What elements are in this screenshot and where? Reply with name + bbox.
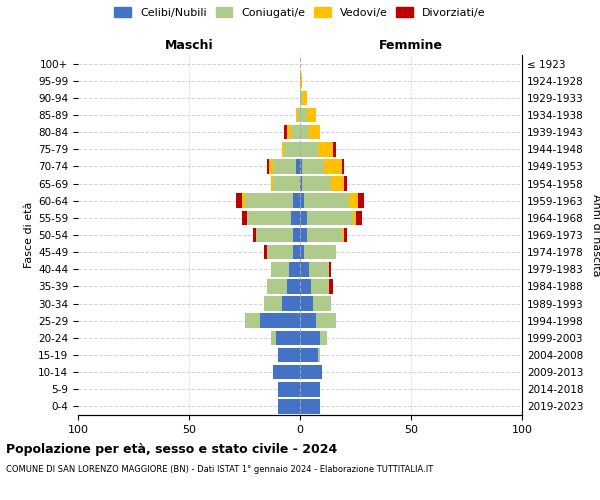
- Bar: [300, 125, 309, 140]
- Bar: [342, 159, 344, 174]
- Bar: [287, 279, 300, 293]
- Y-axis label: Anni di nascita: Anni di nascita: [590, 194, 600, 276]
- Bar: [344, 228, 347, 242]
- Bar: [313, 296, 331, 311]
- Bar: [242, 210, 247, 225]
- Bar: [302, 159, 325, 174]
- Bar: [265, 245, 267, 260]
- Bar: [309, 125, 320, 140]
- Bar: [247, 210, 291, 225]
- Bar: [316, 314, 335, 328]
- Bar: [300, 142, 318, 156]
- Bar: [242, 194, 245, 208]
- Bar: [329, 279, 334, 293]
- Bar: [300, 399, 320, 413]
- Y-axis label: Fasce di età: Fasce di età: [24, 202, 34, 268]
- Bar: [274, 159, 296, 174]
- Bar: [307, 228, 342, 242]
- Bar: [271, 262, 289, 276]
- Bar: [356, 210, 362, 225]
- Bar: [296, 108, 298, 122]
- Bar: [271, 330, 275, 345]
- Bar: [304, 194, 349, 208]
- Bar: [293, 245, 300, 260]
- Bar: [300, 365, 322, 380]
- Bar: [284, 125, 287, 140]
- Bar: [278, 348, 300, 362]
- Bar: [282, 142, 284, 156]
- Bar: [298, 108, 300, 122]
- Bar: [334, 142, 335, 156]
- Bar: [309, 262, 329, 276]
- Bar: [300, 382, 320, 396]
- Bar: [269, 159, 274, 174]
- Bar: [318, 348, 320, 362]
- Bar: [300, 228, 307, 242]
- Bar: [300, 245, 304, 260]
- Bar: [256, 228, 293, 242]
- Bar: [331, 176, 344, 191]
- Bar: [265, 296, 282, 311]
- Bar: [342, 228, 344, 242]
- Bar: [300, 90, 302, 105]
- Bar: [253, 228, 256, 242]
- Bar: [236, 194, 242, 208]
- Bar: [329, 262, 331, 276]
- Bar: [260, 314, 300, 328]
- Bar: [302, 176, 331, 191]
- Bar: [245, 314, 260, 328]
- Bar: [291, 125, 300, 140]
- Bar: [300, 314, 316, 328]
- Bar: [282, 296, 300, 311]
- Bar: [293, 228, 300, 242]
- Bar: [300, 348, 318, 362]
- Bar: [271, 176, 274, 191]
- Bar: [274, 365, 300, 380]
- Bar: [300, 74, 302, 88]
- Bar: [267, 159, 269, 174]
- Bar: [293, 194, 300, 208]
- Bar: [275, 330, 300, 345]
- Bar: [245, 194, 293, 208]
- Bar: [300, 262, 309, 276]
- Bar: [300, 108, 307, 122]
- Bar: [267, 245, 293, 260]
- Text: COMUNE DI SAN LORENZO MAGGIORE (BN) - Dati ISTAT 1° gennaio 2024 - Elaborazione : COMUNE DI SAN LORENZO MAGGIORE (BN) - Da…: [6, 465, 433, 474]
- Bar: [307, 108, 316, 122]
- Bar: [304, 245, 335, 260]
- Bar: [300, 194, 304, 208]
- Bar: [278, 399, 300, 413]
- Text: Popolazione per età, sesso e stato civile - 2024: Popolazione per età, sesso e stato civil…: [6, 442, 337, 456]
- Bar: [349, 194, 358, 208]
- Bar: [358, 194, 364, 208]
- Text: Femmine: Femmine: [379, 38, 443, 52]
- Bar: [300, 159, 302, 174]
- Bar: [353, 210, 356, 225]
- Legend: Celibi/Nubili, Coniugati/e, Vedovi/e, Divorziati/e: Celibi/Nubili, Coniugati/e, Vedovi/e, Di…: [110, 3, 490, 22]
- Bar: [311, 279, 329, 293]
- Bar: [267, 279, 287, 293]
- Bar: [284, 142, 300, 156]
- Bar: [318, 142, 334, 156]
- Bar: [320, 330, 326, 345]
- Bar: [300, 176, 302, 191]
- Bar: [274, 176, 300, 191]
- Bar: [278, 382, 300, 396]
- Bar: [296, 159, 300, 174]
- Bar: [287, 125, 291, 140]
- Bar: [300, 210, 307, 225]
- Bar: [344, 176, 347, 191]
- Bar: [302, 90, 307, 105]
- Bar: [300, 330, 320, 345]
- Bar: [300, 296, 313, 311]
- Bar: [289, 262, 300, 276]
- Bar: [325, 159, 342, 174]
- Bar: [307, 210, 353, 225]
- Text: Maschi: Maschi: [164, 38, 214, 52]
- Bar: [291, 210, 300, 225]
- Bar: [300, 279, 311, 293]
